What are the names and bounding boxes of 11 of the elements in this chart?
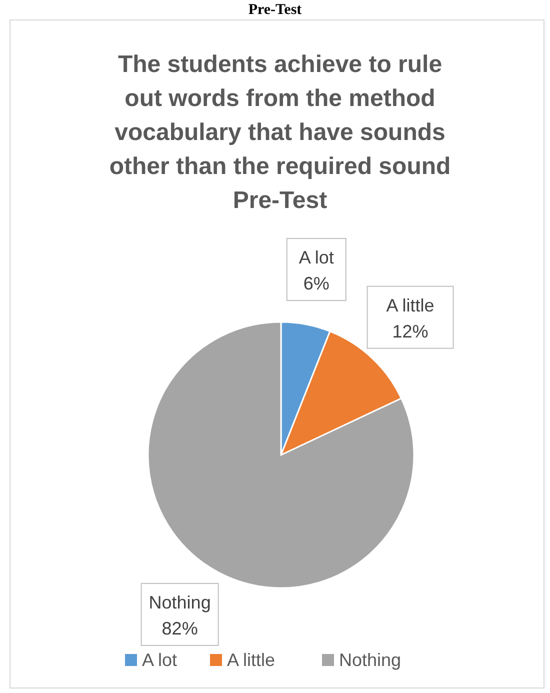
chart-title: The students achieve to rule out words from the method vocabulary that have sounds other than the required sound Pre-Test (109, 51, 451, 214)
data-label: 82% (162, 618, 198, 638)
legend-label: A little (227, 650, 276, 670)
legend-label: Nothing (339, 650, 402, 670)
data-label: 12% (392, 321, 428, 342)
slice-label: A lot (298, 247, 334, 268)
text: Pre-Test (248, 2, 302, 18)
slice-label: Nothing (148, 592, 211, 612)
data-label: 6% (303, 273, 330, 294)
legend-label: A lot (142, 650, 178, 670)
slice-label: A little (386, 295, 434, 316)
